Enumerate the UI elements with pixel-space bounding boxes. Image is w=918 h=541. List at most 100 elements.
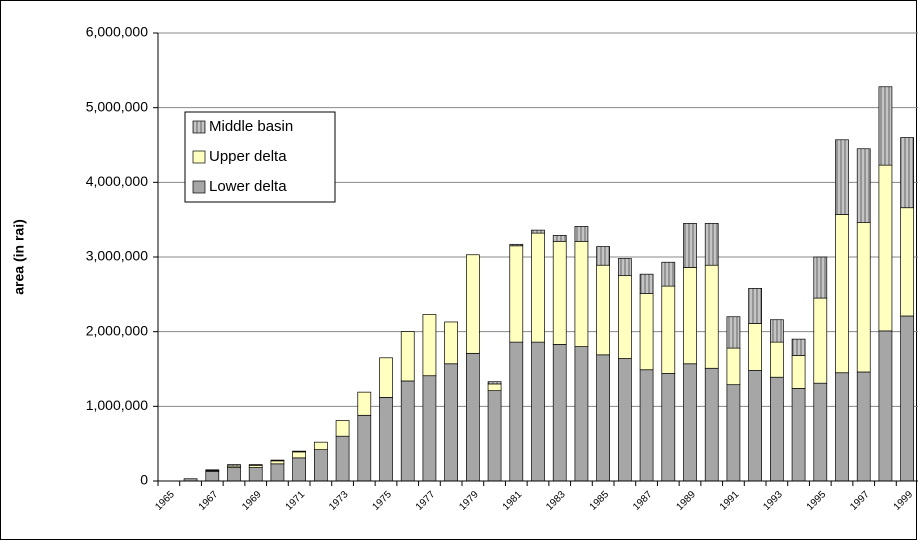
- bar-segment: [552, 344, 567, 482]
- bar-segment: [248, 464, 263, 466]
- bar-segment: [465, 254, 480, 354]
- bar-segment: [791, 338, 806, 356]
- bar-segment: [292, 457, 307, 482]
- legend-label: Upper delta: [209, 148, 287, 165]
- bar-segment: [878, 330, 893, 482]
- bar-segment: [661, 261, 676, 287]
- bar-segment: [639, 369, 654, 482]
- bar-segment: [856, 148, 871, 224]
- bar-segment: [574, 240, 589, 347]
- bar-segment: [813, 256, 828, 299]
- bar-segment: [835, 214, 849, 374]
- bar-segment: [726, 316, 741, 349]
- bar-segment: [900, 207, 915, 317]
- bar-segment: [726, 384, 741, 482]
- bar-segment: [856, 222, 871, 373]
- bar-segment: [270, 459, 285, 462]
- bar-segment: [487, 390, 502, 482]
- bar-segment: [357, 414, 372, 482]
- bar-segment: [531, 232, 545, 343]
- bar-segment: [444, 321, 459, 365]
- bar-segment: [552, 234, 567, 242]
- bar-segment: [617, 358, 632, 482]
- bar-segment: [769, 376, 784, 482]
- bar-segment: [248, 467, 263, 482]
- y-tick-label: 4,000,000: [86, 173, 148, 189]
- bar-segment: [878, 86, 893, 166]
- bar-segment: [704, 367, 719, 482]
- bar-segment: [769, 319, 784, 343]
- bar-segment: [552, 240, 567, 345]
- y-axis-label: area (in rai): [11, 219, 27, 294]
- y-tick-label: 2,000,000: [86, 322, 148, 338]
- bar-segment: [856, 371, 871, 482]
- bar-segment: [270, 463, 285, 482]
- legend-swatch: [192, 150, 206, 164]
- legend-swatch: [192, 120, 206, 134]
- bar-segment: [292, 451, 307, 459]
- bar-segment: [379, 357, 393, 398]
- bar-segment: [292, 450, 307, 453]
- legend-swatch: [192, 180, 206, 194]
- bar-segment: [379, 397, 393, 482]
- bar-segment: [531, 341, 545, 482]
- bar-segment: [596, 246, 611, 266]
- bar-segment: [769, 341, 784, 378]
- bar-segment: [900, 137, 915, 209]
- y-tick-label: 0: [140, 472, 148, 488]
- legend-box: [184, 111, 336, 203]
- y-tick-label: 1,000,000: [86, 397, 148, 413]
- bar-segment: [639, 293, 654, 371]
- bar-segment: [400, 331, 415, 382]
- bar-segment: [661, 373, 676, 482]
- bar-segment: [791, 355, 806, 389]
- bar-segment: [835, 139, 849, 215]
- bar-segment: [531, 229, 545, 234]
- bar-segment: [270, 460, 285, 465]
- bar-segment: [422, 314, 437, 377]
- bar-segment: [683, 267, 697, 365]
- bar-segment: [444, 363, 459, 482]
- bar-segment: [509, 341, 524, 482]
- bar-segment: [596, 354, 611, 482]
- bar-segment: [835, 372, 849, 482]
- bar-segment: [813, 297, 828, 384]
- bar-segment: [509, 245, 524, 343]
- bar-segment: [813, 382, 828, 482]
- bar-segment: [791, 388, 806, 482]
- y-tick-label: 3,000,000: [86, 248, 148, 264]
- bar-segment: [205, 469, 220, 471]
- bar-segment: [487, 381, 502, 385]
- bar-segment: [487, 383, 502, 392]
- bar-segment: [661, 285, 676, 374]
- y-tick-label: 6,000,000: [86, 24, 148, 40]
- bar-segment: [704, 223, 719, 266]
- bar-segment: [465, 352, 480, 482]
- bar-segment: [313, 441, 328, 450]
- bar-segment: [900, 315, 915, 482]
- bar-segment: [726, 347, 741, 386]
- bar-segment: [617, 275, 632, 359]
- bar-segment: [596, 264, 611, 356]
- bar-segment: [422, 375, 437, 482]
- bar-segment: [313, 449, 328, 482]
- legend-label: Lower delta: [209, 178, 287, 195]
- bar-segment: [748, 370, 763, 482]
- bar-segment: [574, 346, 589, 482]
- bar-segment: [335, 435, 350, 482]
- bar-segment: [227, 464, 241, 467]
- bar-segment: [205, 470, 220, 482]
- bar-segment: [617, 258, 632, 277]
- bar-segment: [748, 323, 763, 371]
- bar-segment: [357, 391, 372, 416]
- bar-segment: [878, 164, 893, 332]
- bar-segment: [509, 243, 524, 247]
- bar-segment: [335, 420, 350, 437]
- bar-segment: [227, 467, 241, 482]
- bar-segment: [683, 363, 697, 482]
- bar-segment: [704, 264, 719, 369]
- bar-segment: [748, 288, 763, 324]
- y-tick-label: 5,000,000: [86, 98, 148, 114]
